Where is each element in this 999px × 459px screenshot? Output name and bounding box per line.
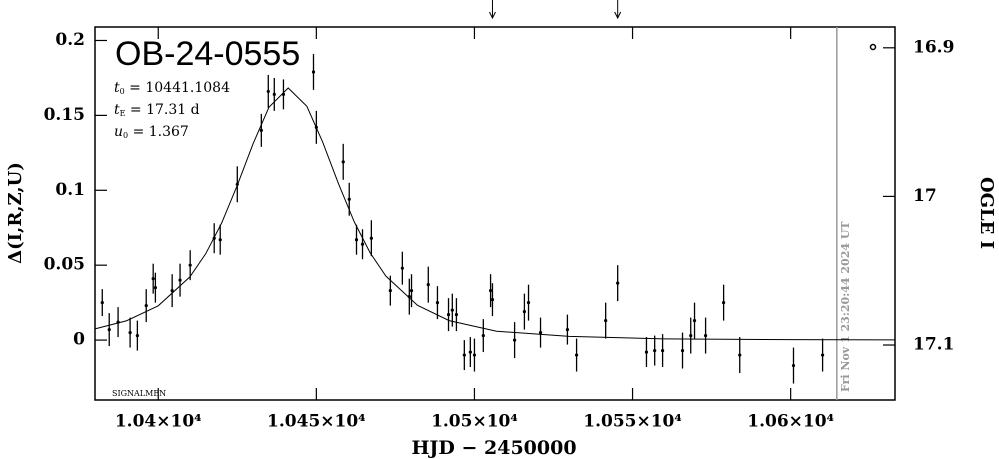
data-point: [660, 348, 665, 353]
y-tick-label: 0.15: [44, 105, 85, 125]
arrow: [489, 0, 496, 20]
data-point: [135, 333, 139, 338]
y-tick-label: 0.05: [44, 255, 85, 275]
plot-frame: [94, 26, 896, 401]
data-point: [144, 304, 148, 308]
data-point: [490, 298, 495, 302]
annotation: SIGNALMEN: [112, 389, 166, 398]
data-point: [409, 289, 414, 293]
data-point: [692, 319, 697, 323]
data-point: [526, 301, 531, 305]
data-point: [360, 242, 365, 246]
data-point: [188, 263, 192, 267]
x-tick-label: 1.04×10⁴: [115, 412, 202, 432]
data-point: [341, 160, 345, 164]
y2-tick-label: 17: [913, 186, 937, 206]
data-point: [738, 353, 742, 357]
data-point: [468, 350, 472, 354]
data-point: [791, 363, 796, 368]
data-point: [574, 353, 579, 357]
data-point: [565, 327, 570, 332]
parameter: u0 = 1.367: [114, 124, 189, 140]
parameter-subscript: 0: [123, 131, 128, 140]
data-point: [689, 333, 693, 338]
data-point: [235, 182, 239, 186]
parameter-subscript: 0: [120, 87, 125, 96]
parameter-text: = 1.367: [128, 124, 189, 140]
data-point: [116, 320, 120, 324]
data-point: [128, 330, 132, 335]
data-point: [400, 266, 404, 270]
data-point: [178, 278, 182, 282]
data-point: [107, 327, 111, 332]
data-point: [604, 319, 608, 323]
data-point: [450, 308, 454, 312]
y-axis-label: Δ(I,R,Z,U): [5, 162, 26, 264]
data-point: [170, 289, 174, 293]
data-point: [314, 125, 318, 129]
parameter: tE = 17.31 d: [114, 102, 200, 118]
x-tick-label: 1.05×10⁴: [431, 412, 518, 432]
data-point: [151, 277, 155, 281]
y-tick-label: 0.2: [55, 30, 85, 50]
y-tick-label: 0: [73, 330, 85, 350]
data-point: [100, 301, 104, 305]
x-tick-label: 1.045×10⁴: [267, 412, 366, 432]
data-point: [369, 236, 373, 240]
data-point: [435, 301, 440, 305]
data-point: [311, 70, 316, 74]
data-point: [472, 353, 477, 357]
data-point: [513, 338, 517, 342]
data-point: [281, 92, 286, 97]
data-point: [388, 289, 392, 293]
data-point: [616, 281, 620, 285]
parameter-text: = 17.31 d: [125, 102, 199, 118]
y2-tick-label: 16.9: [913, 37, 954, 57]
y2-axis-label: OGLE I: [976, 177, 997, 249]
data-point: [538, 330, 543, 335]
data-point: [454, 313, 459, 317]
data-point: [347, 197, 351, 201]
data-point: [462, 353, 466, 357]
data-point: [266, 89, 270, 94]
now-label: Fri Nov 1 23:20:44 2024 UT: [839, 221, 852, 392]
data-point: [820, 353, 825, 357]
y2-tick-label: 17.1: [913, 335, 954, 355]
data-point: [407, 295, 411, 299]
data-point: [522, 310, 527, 314]
data-point: [354, 238, 359, 242]
data-point: [644, 350, 649, 354]
y-tick-label: 0.1: [55, 180, 85, 200]
parameter: t0 = 10441.1084: [114, 80, 230, 96]
data-point: [680, 348, 685, 353]
arrow: [614, 0, 622, 20]
data-point: [426, 283, 430, 287]
data-point: [212, 236, 216, 240]
data-point: [488, 289, 493, 293]
data-point: [722, 301, 726, 305]
chart-title: OB-24-0555: [115, 35, 300, 73]
x-tick-label: 1.055×10⁴: [583, 412, 682, 432]
data-point: [653, 348, 657, 353]
parameter-symbol: t: [114, 102, 120, 118]
data-point: [703, 333, 708, 338]
data-point: [446, 313, 451, 317]
data-point: [153, 286, 157, 290]
data-point: [272, 92, 276, 97]
parameter-symbol: u: [114, 124, 123, 140]
marker: [869, 43, 877, 51]
x-tick-label: 1.06×10⁴: [747, 412, 834, 432]
parameter-subscript: E: [120, 109, 126, 118]
data-point: [481, 333, 485, 338]
model-line: [94, 87, 896, 341]
data-point: [218, 238, 222, 242]
parameter-text: = 10441.1084: [125, 80, 230, 96]
data-point: [259, 128, 263, 132]
parameter-symbol: t: [114, 80, 120, 96]
x-axis-label: HJD − 2450000: [411, 437, 576, 459]
